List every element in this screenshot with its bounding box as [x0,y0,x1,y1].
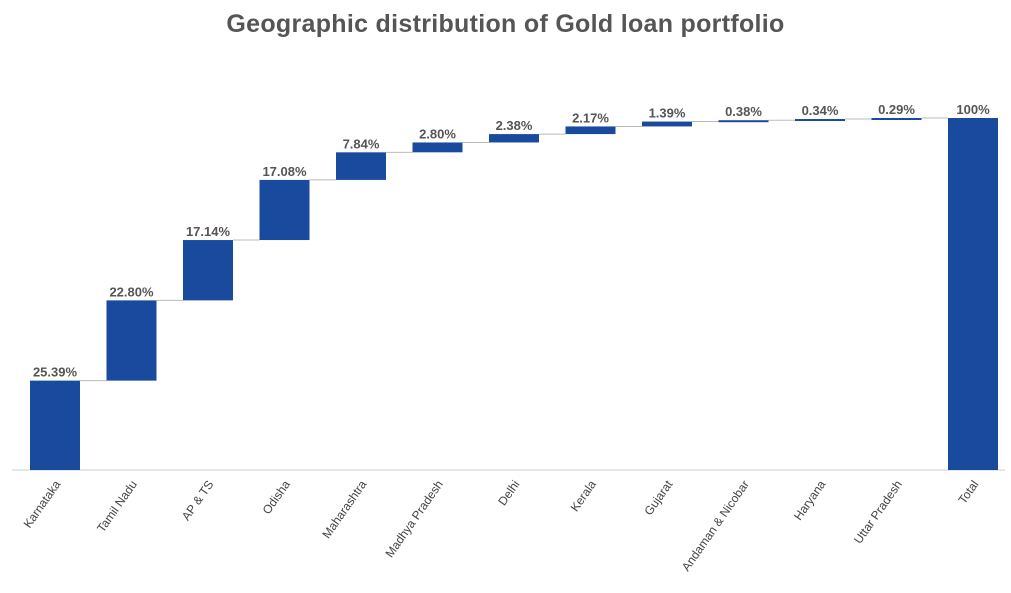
data-label: 1.39% [649,106,686,121]
bar-12 [871,118,922,120]
bar-7 [489,134,539,143]
x-tick-label: Delhi [495,478,522,508]
x-tick-label: Tamil Nadu [94,478,140,535]
bar-6 [412,142,463,153]
bar-11 [795,119,845,122]
chart-title: Geographic distribution of Gold loan por… [226,10,785,38]
data-label: 2.17% [572,110,609,125]
data-label: 0.29% [878,102,915,117]
data-label: 25.39% [33,365,78,380]
bar-4 [259,179,310,241]
bar-10 [718,120,769,123]
data-label: 100% [956,102,990,117]
data-label: 0.38% [725,104,762,119]
x-tick-label: Kerala [568,477,600,514]
bar-1 [30,380,80,470]
x-tick-label: Madhya Pradesh [382,478,446,560]
data-label: 17.14% [186,224,231,239]
x-tick-label: Karnataka [21,477,64,530]
bar-2 [106,300,157,381]
data-label: 7.84% [343,136,380,151]
data-label: 2.38% [496,118,533,133]
data-label: 17.08% [262,164,307,179]
data-label: 22.80% [109,284,154,299]
x-tick-label: Gujarat [641,477,675,518]
bar-5 [336,152,386,180]
x-tick-label: Uttar Pradesh [851,478,905,547]
x-tick-label: Odisha [260,477,293,516]
x-tick-label: AP & TS [179,478,217,523]
x-tick-label: Maharashtra [319,477,369,540]
bar-8 [565,126,616,135]
x-tick-label: Total [955,478,981,507]
bar-13 [948,118,998,470]
bar-3 [183,240,233,301]
data-label: 0.34% [802,103,839,118]
x-tick-label: Andaman & Nicobar [679,478,752,574]
x-tick-label: Haryana [791,477,829,522]
data-label: 2.80% [419,126,456,141]
bar-9 [642,121,692,127]
